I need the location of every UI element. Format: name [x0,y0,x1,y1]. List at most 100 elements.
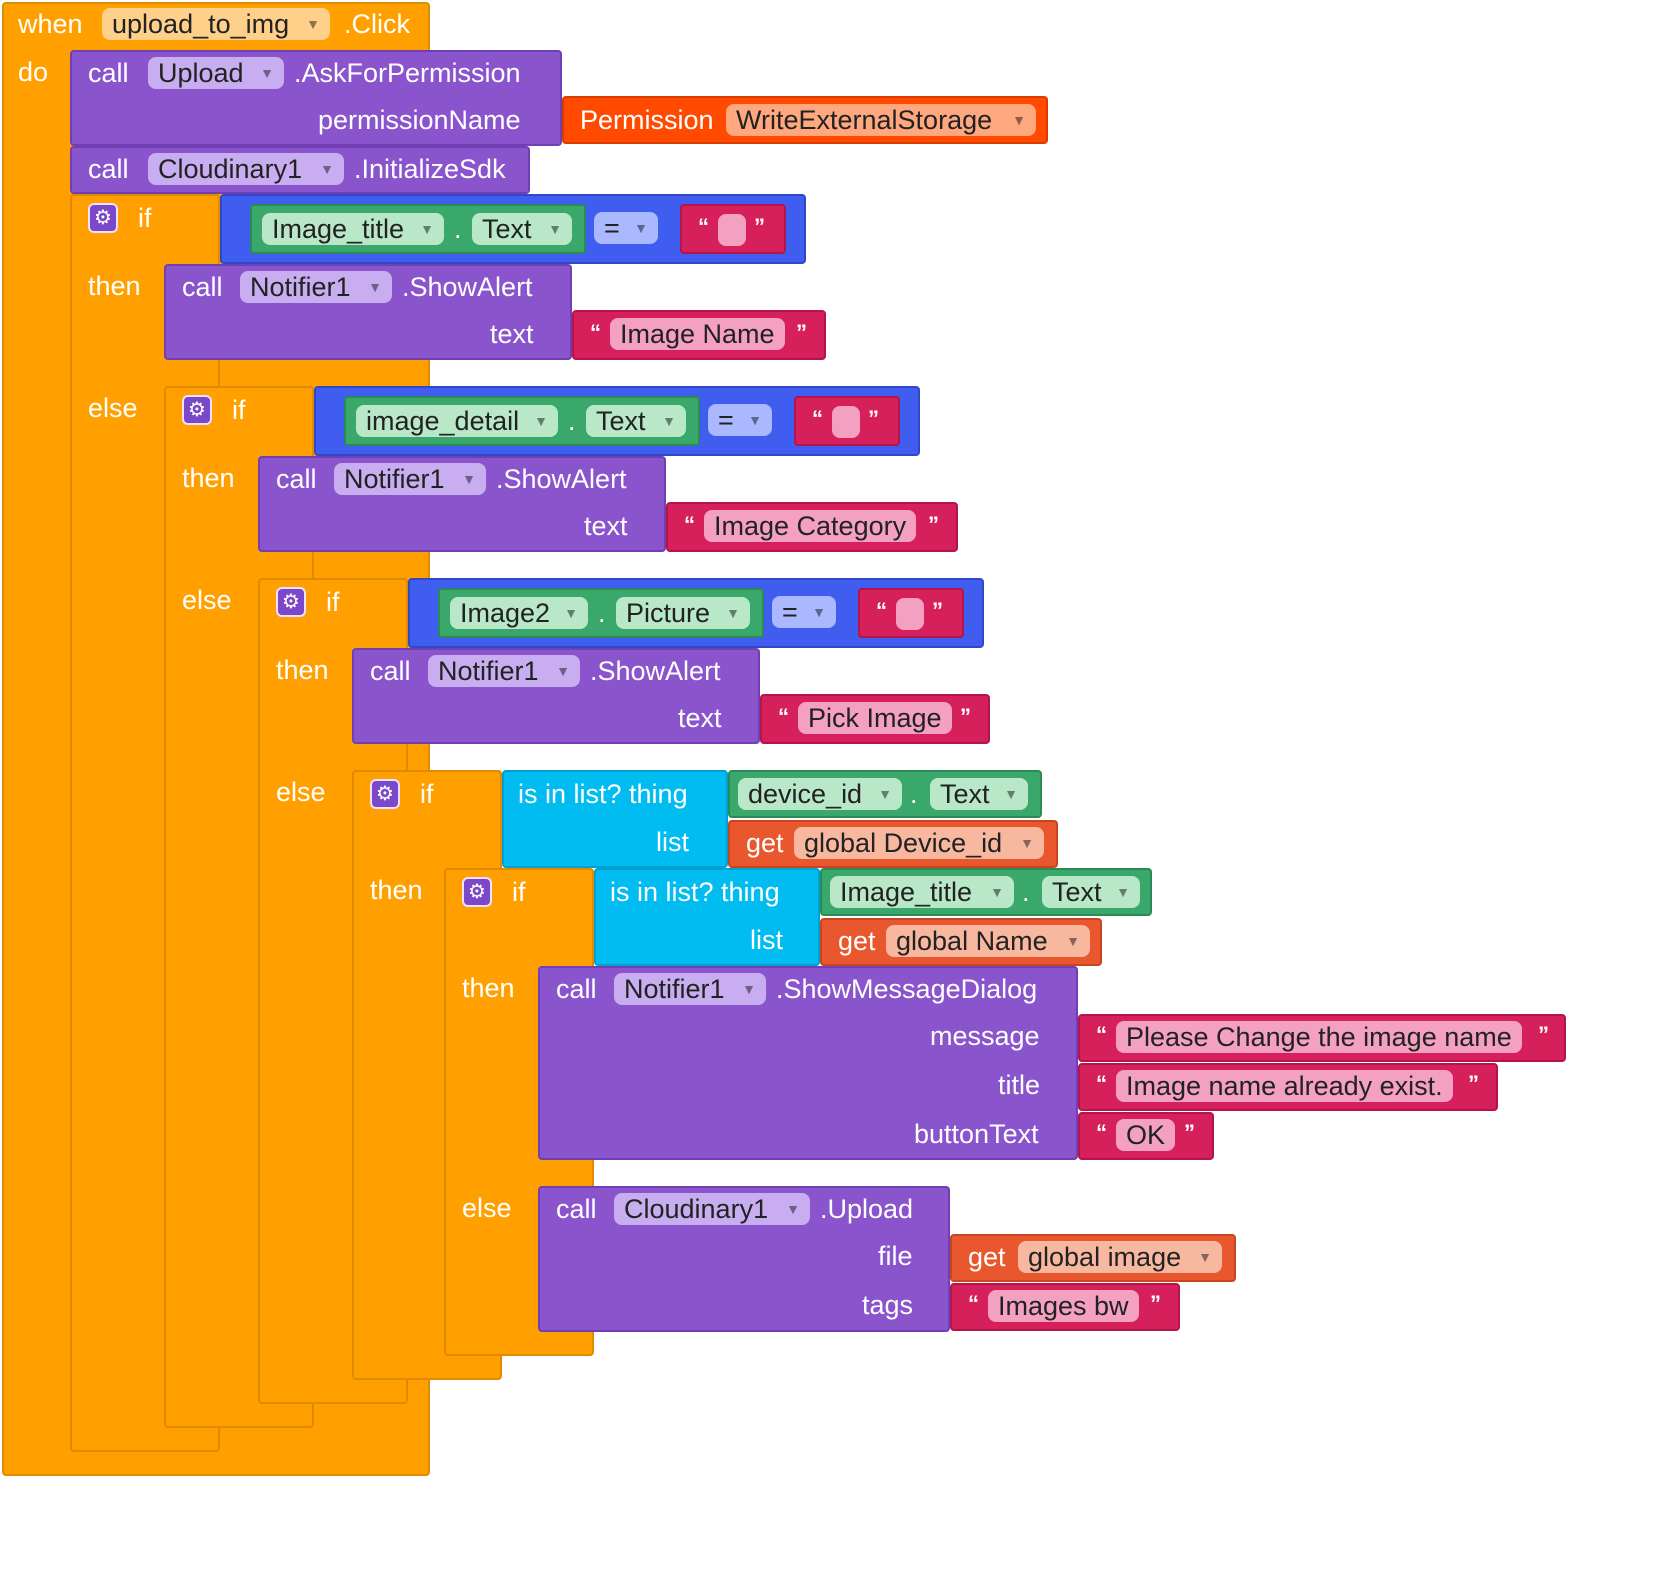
chevron-down-icon: ▼ [726,605,740,621]
if1-dot: . [454,214,462,244]
if4-var-dropdown[interactable]: global Device_id ▼ [794,827,1044,859]
chevron-down-icon: ▼ [534,413,548,429]
event-component-dropdown[interactable]: upload_to_img ▼ [102,8,330,40]
chevron-down-icon: ▼ [634,220,648,236]
upload-tags-string-field[interactable]: Images bw [988,1290,1139,1322]
if3-empty-string-field[interactable] [896,598,924,630]
if2-prop-value: Text [596,406,646,436]
if5-get-label: get [838,926,876,956]
gear-icon[interactable]: ⚙ [370,779,400,809]
if5-component-dropdown[interactable]: Image_title ▼ [830,876,1014,908]
if1-alert-component-value: Notifier1 [250,272,351,302]
if4-component-value: device_id [748,779,863,809]
if4-prop-value: Text [940,779,990,809]
if4-dot: . [910,779,918,809]
if3-alert-component-dropdown[interactable]: Notifier1 ▼ [428,655,580,687]
dialog-component-dropdown[interactable]: Notifier1 ▼ [614,973,766,1005]
if4-prop-dropdown[interactable]: Text ▼ [930,778,1028,810]
if1-alert-block[interactable] [164,264,572,360]
if5-var-dropdown[interactable]: global Name ▼ [886,925,1090,957]
close-quote-icon: ” [932,598,943,623]
if4-var-value: global Device_id [804,828,1003,858]
chevron-down-icon: ▼ [1012,112,1026,128]
chevron-down-icon: ▼ [368,279,382,295]
if1-alert-method-label: .ShowAlert [402,272,533,302]
open-quote-icon: “ [684,512,695,537]
permission-value: WriteExternalStorage [736,105,993,135]
if2-alert-string-field[interactable]: Image Category [704,510,917,542]
if4-then-label: then [370,875,423,905]
if3-alert-text-label: text [678,703,722,733]
close-quote-icon: ” [754,214,765,239]
dialog-method-label: .ShowMessageDialog [776,974,1038,1004]
if5-is-in-list-block[interactable] [594,868,820,966]
if4-is-in-list-block[interactable] [502,770,728,868]
if2-eq-dropdown[interactable]: = ▼ [708,404,772,436]
if3-then-label: then [276,655,329,685]
chevron-down-icon: ▼ [812,604,826,620]
if2-component-dropdown[interactable]: image_detail ▼ [356,405,558,437]
permission-dropdown[interactable]: WriteExternalStorage ▼ [726,104,1036,136]
ask-component-value: Upload [158,58,244,88]
if3-alert-component-value: Notifier1 [438,656,539,686]
if1-else-label: else [88,393,138,423]
chevron-down-icon: ▼ [1020,835,1034,851]
event-component-value: upload_to_img [112,9,290,39]
dialog-message-string-field[interactable]: Please Change the image name [1116,1021,1522,1053]
dialog-button-string-field[interactable]: OK [1116,1119,1176,1151]
close-quote-icon: ” [868,406,879,431]
if3-if-label: if [326,587,340,617]
if1-component-dropdown[interactable]: Image_title ▼ [262,213,444,245]
gear-icon[interactable]: ⚙ [276,587,306,617]
if3-alert-call-label: call [370,656,411,686]
chevron-down-icon: ▼ [1116,884,1130,900]
if3-alert-block[interactable] [352,648,760,744]
do-label: do [18,57,49,87]
if2-prop-dropdown[interactable]: Text ▼ [586,405,686,437]
upload-file-var-dropdown[interactable]: global image ▼ [1018,1241,1222,1273]
chevron-down-icon: ▼ [990,884,1004,900]
chevron-down-icon: ▼ [662,413,676,429]
upload-component-dropdown[interactable]: Cloudinary1 ▼ [614,1193,810,1225]
if1-prop-dropdown[interactable]: Text ▼ [472,213,572,245]
if4-if-label: if [420,779,434,809]
chevron-down-icon: ▼ [1198,1249,1212,1265]
if4-component-dropdown[interactable]: device_id ▼ [738,778,902,810]
if5-component-value: Image_title [840,877,973,907]
if3-component-dropdown[interactable]: Image2 ▼ [450,597,588,629]
if3-eq-value: = [782,597,798,627]
open-quote-icon: “ [1096,1120,1107,1145]
gear-icon[interactable]: ⚙ [88,203,118,233]
if1-alert-string-field[interactable]: Image Name [610,318,785,350]
if2-alert-text-label: text [584,511,628,541]
gear-icon[interactable]: ⚙ [182,395,212,425]
init-component-value: Cloudinary1 [158,154,303,184]
if1-eq-dropdown[interactable]: = ▼ [594,212,658,244]
close-quote-icon: ” [1150,1291,1161,1316]
gear-icon[interactable]: ⚙ [462,877,492,907]
init-method-label: .InitializeSdk [354,154,506,184]
if3-alert-string-field[interactable]: Pick Image [798,702,952,734]
if3-prop-dropdown[interactable]: Picture ▼ [616,597,750,629]
ask-component-dropdown[interactable]: Upload ▼ [148,57,284,89]
chevron-down-icon: ▼ [786,1201,800,1217]
if2-empty-string-field[interactable] [832,406,860,438]
upload-method-label: .Upload [820,1194,914,1224]
when-label: when [18,9,83,39]
chevron-down-icon: ▼ [556,663,570,679]
if1-alert-text-label: text [490,319,534,349]
if2-alert-component-dropdown[interactable]: Notifier1 ▼ [334,463,486,495]
chevron-down-icon: ▼ [1004,786,1018,802]
if5-dot: . [1022,877,1030,907]
if5-prop-dropdown[interactable]: Text ▼ [1042,876,1140,908]
if2-eq-value: = [718,405,734,435]
dialog-title-string-field[interactable]: Image name already exist. [1116,1070,1453,1102]
if2-if-label: if [232,395,246,425]
if3-else-label: else [276,777,326,807]
if3-eq-dropdown[interactable]: = ▼ [772,596,836,628]
if1-alert-component-dropdown[interactable]: Notifier1 ▼ [240,271,392,303]
open-quote-icon: “ [778,704,789,729]
if1-empty-string-field[interactable] [718,214,746,246]
init-component-dropdown[interactable]: Cloudinary1 ▼ [148,153,344,185]
if1-alert-call-label: call [182,272,223,302]
